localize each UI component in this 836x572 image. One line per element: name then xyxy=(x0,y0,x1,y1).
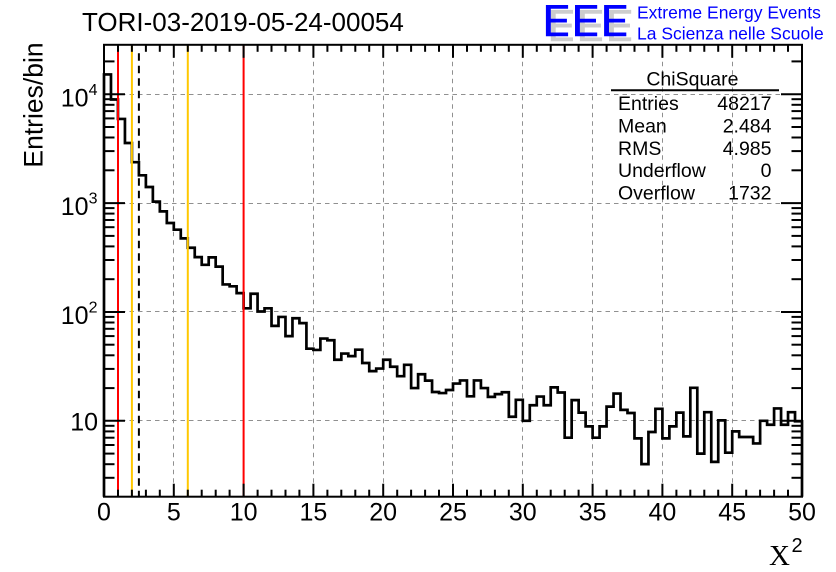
svg-text:10: 10 xyxy=(230,499,258,527)
svg-text:15: 15 xyxy=(299,499,327,527)
svg-text:Entries: Entries xyxy=(618,93,679,115)
svg-text:35: 35 xyxy=(579,499,607,527)
svg-text:2.484: 2.484 xyxy=(723,116,772,138)
svg-text:10: 10 xyxy=(70,408,98,436)
svg-text:ChiSquare: ChiSquare xyxy=(646,69,738,91)
svg-text:X2: X2 xyxy=(769,535,803,572)
svg-text:50: 50 xyxy=(788,499,816,527)
svg-text:RMS: RMS xyxy=(618,138,661,160)
svg-text:Mean: Mean xyxy=(618,116,667,138)
svg-text:25: 25 xyxy=(439,499,467,527)
svg-text:TORI-03-2019-05-24-00054: TORI-03-2019-05-24-00054 xyxy=(82,7,404,37)
svg-text:20: 20 xyxy=(369,499,397,527)
svg-text:45: 45 xyxy=(718,499,746,527)
svg-text:48217: 48217 xyxy=(717,93,771,115)
svg-text:5: 5 xyxy=(167,499,181,527)
svg-text:30: 30 xyxy=(509,499,537,527)
svg-text:40: 40 xyxy=(648,499,676,527)
svg-text:4.985: 4.985 xyxy=(723,138,772,160)
svg-text:0: 0 xyxy=(761,160,772,182)
svg-text:102: 102 xyxy=(61,300,98,331)
svg-text:0: 0 xyxy=(97,499,111,527)
svg-text:Extreme Energy Events: Extreme Energy Events xyxy=(637,3,821,23)
svg-text:Overflow: Overflow xyxy=(618,182,696,204)
svg-text:La Scienza nelle Scuole: La Scienza nelle Scuole xyxy=(637,23,824,43)
svg-text:Entries/bin: Entries/bin xyxy=(19,42,49,167)
svg-text:1732: 1732 xyxy=(728,182,771,204)
svg-text:Underflow: Underflow xyxy=(618,160,707,182)
